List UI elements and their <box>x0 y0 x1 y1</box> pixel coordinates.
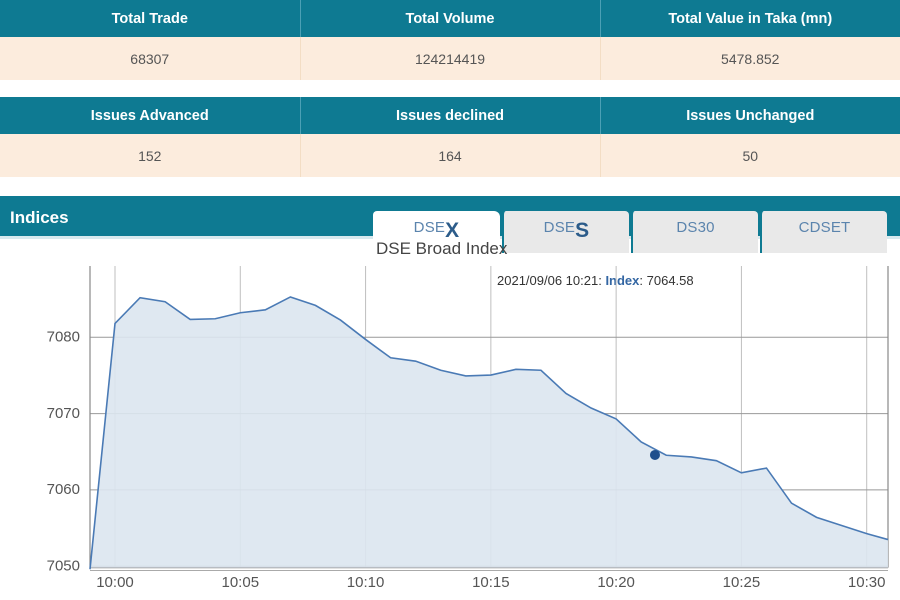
svg-text:10:05: 10:05 <box>222 574 260 591</box>
svg-text:10:30: 10:30 <box>848 574 886 591</box>
svg-text:7080: 7080 <box>47 329 80 346</box>
svg-text:7060: 7060 <box>47 481 80 498</box>
svg-text:10:00: 10:00 <box>96 574 134 591</box>
svg-text:10:15: 10:15 <box>472 574 510 591</box>
svg-text:10:20: 10:20 <box>597 574 635 591</box>
svg-text:7070: 7070 <box>47 405 80 422</box>
svg-text:10:25: 10:25 <box>723 574 761 591</box>
svg-text:10:10: 10:10 <box>347 574 385 591</box>
svg-text:7050: 7050 <box>47 558 80 575</box>
